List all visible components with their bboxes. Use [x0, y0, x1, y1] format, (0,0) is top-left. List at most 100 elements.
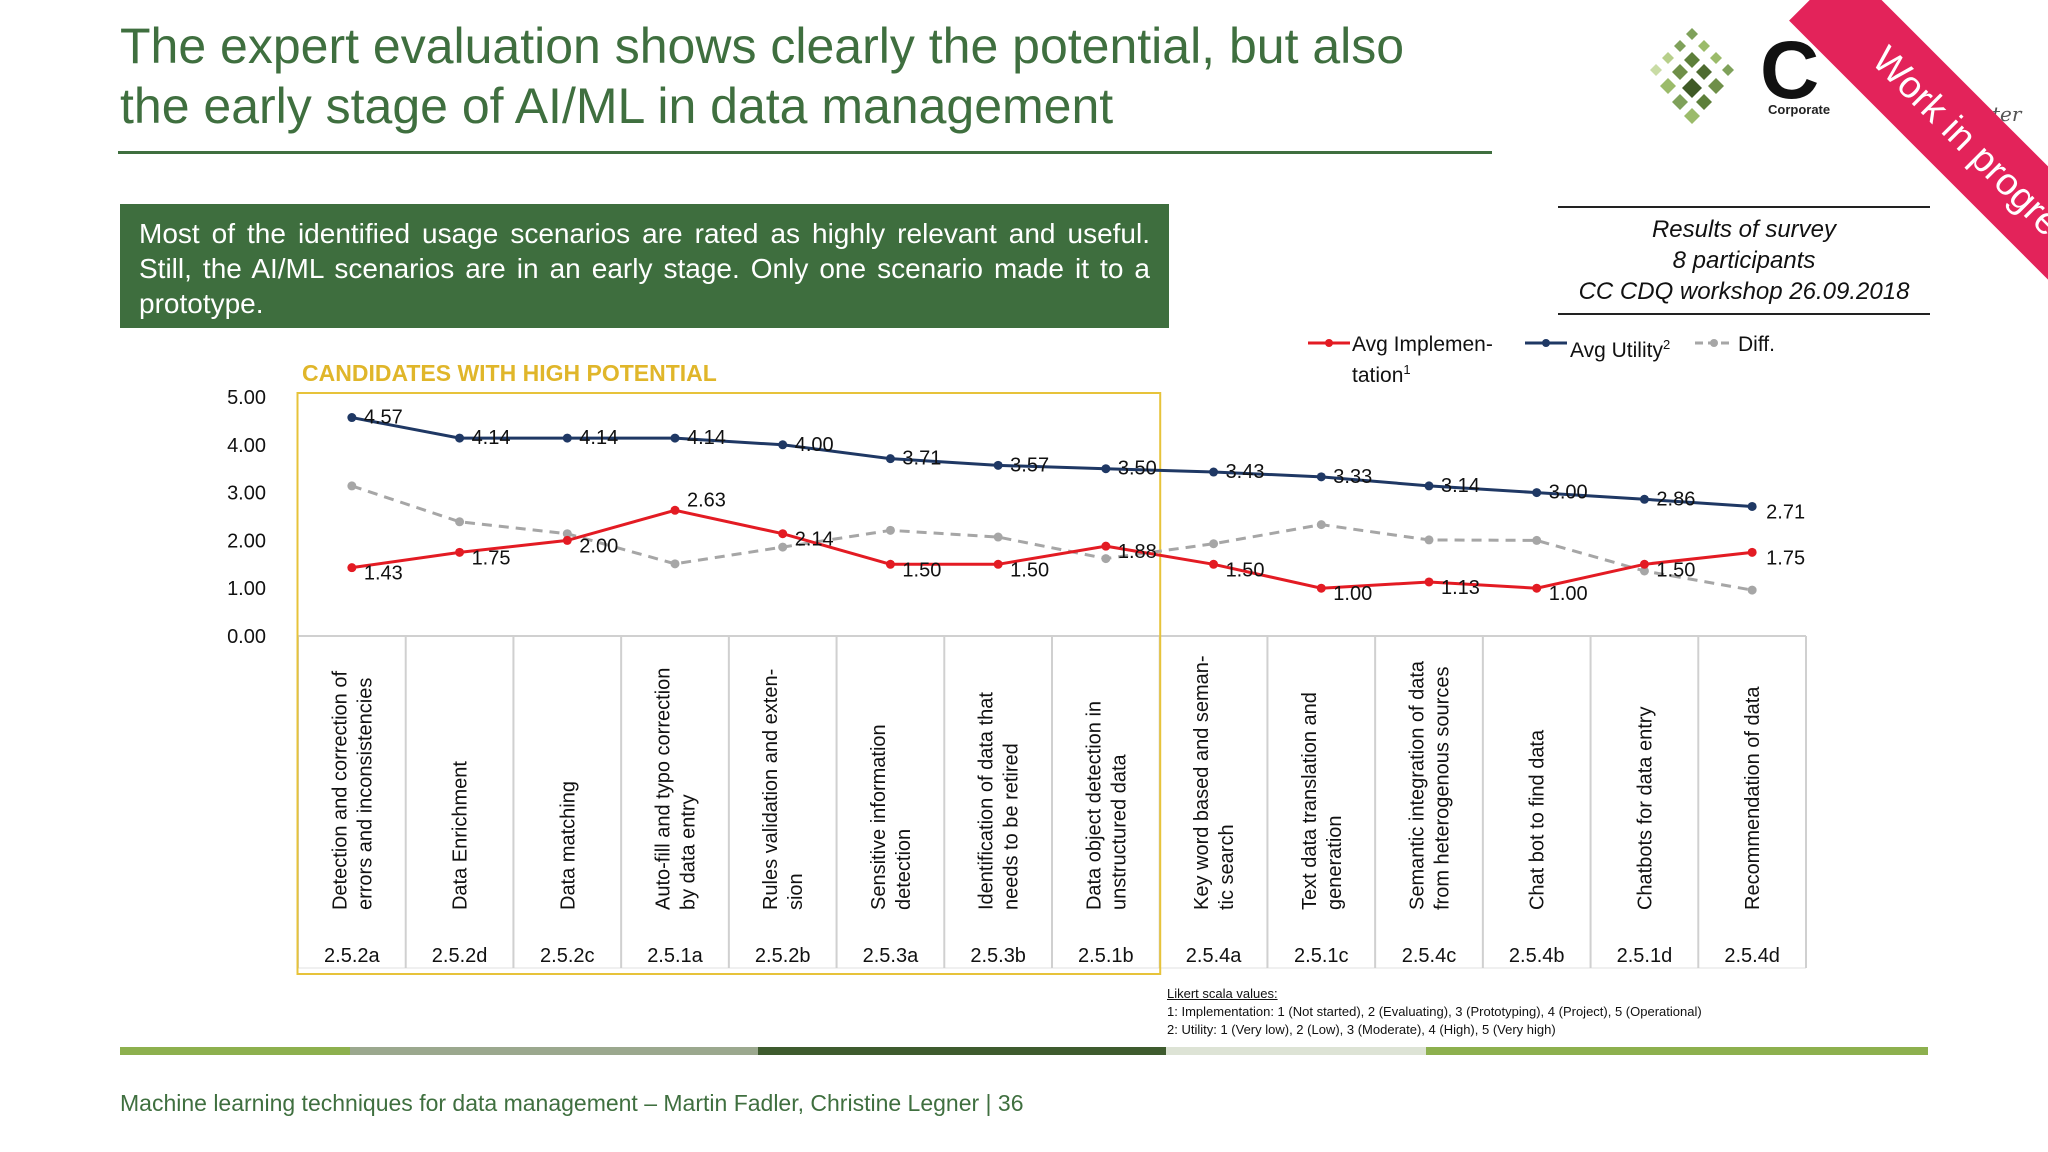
likert-notes: Likert scala values: 1: Implementation: …	[1167, 985, 1702, 1039]
category-label: Auto-fill and typo correction	[653, 668, 675, 910]
data-point	[778, 440, 788, 450]
data-point	[1101, 464, 1111, 474]
title-divider	[118, 151, 1492, 154]
series-line-avg-implementation	[351, 508, 1753, 590]
logo-diamond-icon	[1650, 28, 1734, 124]
data-point	[670, 433, 680, 443]
data-label: 4.14	[579, 427, 618, 449]
data-point	[1639, 494, 1649, 504]
legend-swatch-utility	[1525, 339, 1567, 347]
legend-utility: Avg Utility2	[1570, 332, 1670, 363]
category-code: 2.5.2c	[540, 945, 594, 967]
category-code: 2.5.1a	[647, 945, 703, 967]
category-label: Identification of data that	[976, 692, 998, 910]
data-label: 3.14	[1441, 475, 1480, 497]
likert-title: Likert scala values:	[1167, 986, 1278, 1001]
candidates-label: CANDIDATES WITH HIGH POTENTIAL	[302, 360, 717, 386]
data-point	[993, 460, 1003, 470]
data-label: 3.43	[1226, 461, 1265, 483]
candidates-highlight-box	[296, 392, 1162, 975]
category-label: generation	[1324, 815, 1346, 910]
data-label: 4.00	[795, 434, 834, 456]
category-label: Data object detection in	[1083, 701, 1105, 910]
data-label: 4.14	[687, 427, 726, 449]
data-point	[1532, 535, 1542, 545]
data-point	[670, 559, 680, 569]
legend-implementation: Avg Implemen- tation1	[1352, 332, 1493, 388]
category-code: 2.5.1b	[1078, 945, 1134, 967]
category-label: Rules validation and exten-	[760, 669, 782, 910]
data-point	[562, 535, 572, 545]
category-code: 2.5.1d	[1617, 945, 1673, 967]
likert-line-2: 2: Utility: 1 (Very low), 2 (Low), 3 (Mo…	[1167, 1022, 1556, 1037]
data-point	[1424, 481, 1434, 491]
data-point	[1747, 585, 1757, 595]
data-point	[1101, 554, 1111, 564]
footer-bar-seg-3	[758, 1047, 1166, 1055]
data-point	[1747, 501, 1757, 511]
data-point	[1101, 541, 1111, 551]
title-line-2: the early stage of AI/ML in data managem…	[120, 78, 1114, 134]
category-label: Data Enrichment	[450, 761, 472, 910]
data-point	[455, 547, 465, 557]
category-label: Detection and correction of	[329, 671, 351, 910]
legend-swatch-implementation	[1308, 339, 1350, 347]
category-code: 2.5.2d	[432, 945, 488, 967]
slide-title: The expert evaluation shows clearly the …	[120, 16, 1460, 136]
data-point	[1639, 566, 1649, 576]
legend-utility-sup: 2	[1662, 337, 1671, 352]
data-point	[1532, 488, 1542, 498]
data-label: 1.50	[902, 559, 941, 581]
cc-cdq-logo: C	[1630, 20, 1930, 135]
category-code: 2.5.4d	[1724, 945, 1780, 967]
data-point	[885, 559, 895, 569]
data-label: 3.00	[1549, 482, 1588, 504]
category-label: detection	[893, 829, 915, 910]
footer-bar-seg-4	[1166, 1047, 1426, 1055]
logo-graphic: C	[1650, 25, 1819, 124]
data-point	[778, 542, 788, 552]
y-tick-label: 1.00	[227, 578, 266, 600]
data-label: 3.33	[1333, 466, 1372, 488]
survey-info: Results of survey 8 participants CC CDQ …	[1558, 206, 1930, 315]
logo-caption: Corporate	[1768, 102, 1831, 117]
y-tick-label: 0.00	[227, 626, 266, 648]
data-point	[1424, 535, 1434, 545]
likert-line-1: 1: Implementation: 1 (Not started), 2 (E…	[1167, 1004, 1702, 1019]
data-label: 2.71	[1766, 501, 1805, 523]
data-point	[885, 525, 895, 535]
y-tick-label: 4.00	[227, 435, 266, 457]
data-label: 1.00	[1333, 583, 1372, 605]
footer-bar-seg-1	[120, 1047, 350, 1055]
legend-implementation-line1: Avg Implemen-	[1352, 333, 1493, 356]
category-label: tic search	[1216, 824, 1238, 910]
data-point	[993, 559, 1003, 569]
category-label: by data entry	[678, 794, 700, 910]
category-label: from heterogenous sources	[1432, 667, 1454, 910]
data-point	[993, 532, 1003, 542]
legend-diff: Diff.	[1738, 333, 1775, 356]
y-tick-label: 3.00	[227, 483, 266, 505]
category-label: Sensitive information	[868, 724, 890, 910]
category-code: 2.5.4b	[1509, 945, 1565, 967]
data-point	[562, 433, 572, 443]
data-label: 4.57	[364, 407, 403, 429]
footer-bar-seg-5	[1426, 1047, 1928, 1055]
data-label: 1.75	[472, 547, 511, 569]
data-label: 3.50	[1118, 458, 1157, 480]
data-label: 1.88	[1118, 541, 1157, 563]
data-point	[1316, 583, 1326, 593]
category-label: unstructured data	[1108, 753, 1130, 910]
category-label: needs to be retired	[1001, 743, 1023, 910]
data-point	[455, 433, 465, 443]
data-point	[1209, 539, 1219, 549]
survey-line-3: CC CDQ workshop 26.09.2018	[1578, 278, 1910, 305]
footer-bar-seg-2	[350, 1047, 758, 1055]
y-tick-label: 2.00	[227, 530, 266, 552]
y-tick-label: 5.00	[227, 387, 266, 409]
key-message-box: Most of the identified usage scenarios a…	[120, 204, 1169, 328]
data-point	[455, 517, 465, 527]
category-label: Key word based and seman-	[1191, 655, 1213, 910]
data-label: 2.86	[1656, 488, 1695, 510]
